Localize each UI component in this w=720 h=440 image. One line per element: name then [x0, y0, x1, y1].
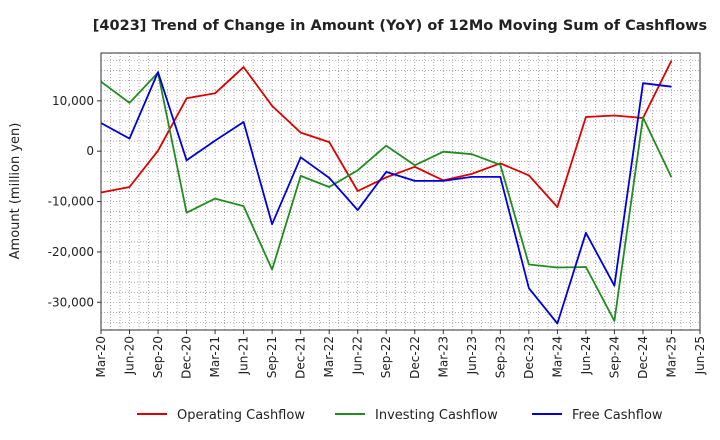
- x-axis-ticks: Mar-20 Jun-20 Sep-20 Dec-20 Mar-21 Jun-21 Sep-…: [94, 330, 707, 379]
- x-tick-label: Jun-21: [237, 336, 251, 375]
- x-tick-label: Mar-22: [322, 336, 336, 377]
- y-axis-ticks: 10,000 0 -10,000 -20,000 -30,000: [48, 94, 101, 309]
- x-tick-label: Dec-23: [522, 336, 536, 379]
- x-tick-label: Jun-23: [465, 336, 479, 375]
- x-tick-label: Sep-22: [379, 336, 393, 378]
- series-line-operating-cashflow: [100, 60, 673, 209]
- y-tick-label: 10,000: [52, 94, 94, 108]
- grid: [101, 53, 700, 330]
- x-tick-label: Dec-24: [636, 336, 650, 379]
- x-tick-label: Dec-21: [294, 336, 308, 379]
- x-tick-label: Sep-21: [265, 336, 279, 378]
- x-tick-label: Jun-25: [693, 336, 707, 375]
- x-tick-label: Mar-21: [208, 336, 222, 377]
- y-tick-label: -10,000: [48, 195, 94, 209]
- y-axis-label: Amount (million yen): [8, 123, 23, 260]
- x-tick-label: Sep-24: [607, 336, 621, 378]
- y-tick-label: -20,000: [48, 245, 94, 259]
- y-tick-label: -30,000: [48, 295, 94, 309]
- x-tick-label: Jun-20: [123, 336, 137, 375]
- legend-label: Investing Cashflow: [375, 408, 498, 423]
- series-line-free-cashflow: [100, 71, 672, 325]
- y-tick-label: 0: [86, 144, 94, 158]
- x-tick-label: Jun-22: [351, 336, 365, 375]
- plot-border: [100, 52, 701, 331]
- series-lines: [100, 60, 673, 325]
- legend: Operating Cashflow Investing Cashflow Free…: [137, 408, 663, 423]
- chart-title: [4023] Trend of Change in Amount (YoY) o…: [93, 18, 707, 34]
- legend-label: Free Cashflow: [572, 408, 663, 423]
- x-tick-label: Jun-24: [579, 336, 593, 375]
- x-tick-label: Mar-23: [436, 336, 450, 377]
- plot-area: [101, 53, 700, 330]
- x-tick-label: Mar-25: [664, 336, 678, 377]
- x-tick-label: Dec-22: [408, 336, 422, 379]
- x-tick-label: Dec-20: [180, 336, 194, 379]
- x-tick-label: Mar-20: [94, 336, 108, 377]
- x-tick-label: Sep-20: [151, 336, 165, 378]
- x-tick-label: Mar-24: [550, 336, 564, 377]
- x-tick-label: Sep-23: [493, 336, 507, 378]
- legend-label: Operating Cashflow: [177, 408, 305, 423]
- series-line-investing-cashflow: [100, 71, 673, 322]
